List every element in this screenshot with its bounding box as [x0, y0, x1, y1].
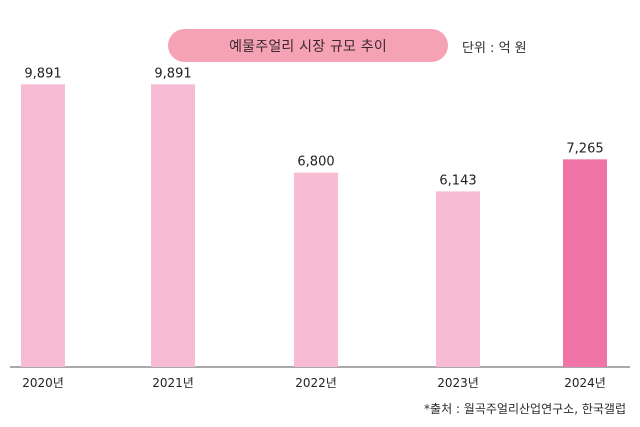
- value-label: 6,800: [297, 155, 334, 170]
- x-tick-label: 2024년: [564, 376, 606, 390]
- value-label: 6,143: [439, 173, 476, 188]
- x-tick-label: 2020년: [22, 376, 64, 390]
- x-tick-label: 2023년: [437, 376, 479, 390]
- bar-2020년: [21, 84, 65, 368]
- chart-title: 예물주얼리 시장 규모 추이: [168, 29, 448, 62]
- value-label: 9,891: [24, 66, 61, 81]
- x-tick-label: 2022년: [295, 376, 337, 390]
- bar-2024년: [563, 159, 607, 367]
- value-label: 7,265: [566, 141, 603, 156]
- bar-2023년: [436, 191, 480, 367]
- unit-label: 단위 : 억 원: [462, 41, 527, 56]
- bar-2022년: [294, 172, 338, 367]
- source-note: *출처 : 월곡주얼리산업연구소, 한국갤럽: [424, 402, 626, 416]
- x-tick-label: 2021년: [152, 376, 194, 390]
- bar-2021년: [151, 84, 195, 368]
- value-label: 9,891: [154, 66, 191, 81]
